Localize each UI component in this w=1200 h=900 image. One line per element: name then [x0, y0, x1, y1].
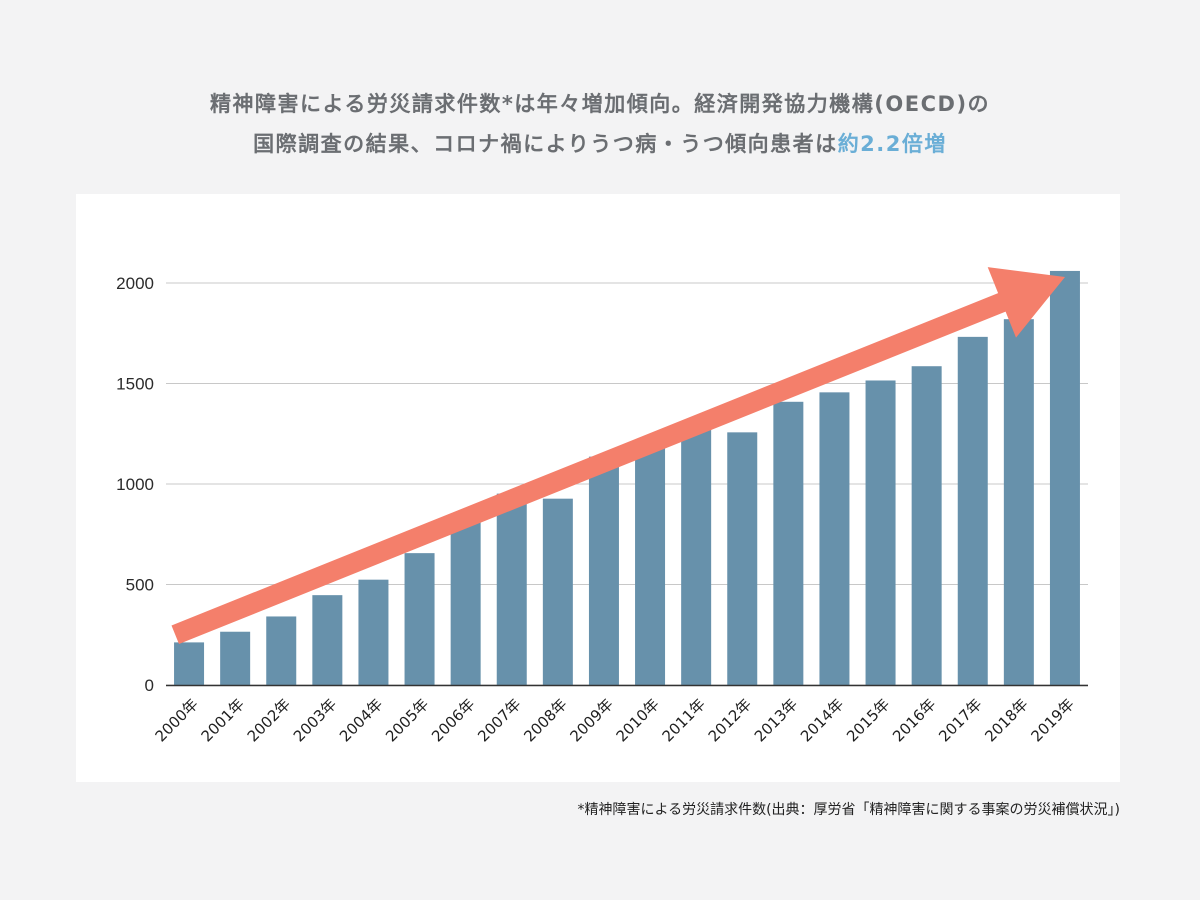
x-tick-label: 2005年 [382, 695, 432, 745]
x-tick-label: 2004年 [336, 695, 386, 745]
title-highlight: 約2.2倍増 [837, 132, 947, 156]
bar [220, 631, 251, 685]
y-tick-label: 0 [145, 676, 154, 695]
x-tick-label: 2006年 [428, 695, 478, 745]
bar [312, 595, 343, 685]
title-line-2: 国際調査の結果、コロナ禍によりうつ病・うつ傾向患者は約2.2倍増 [0, 124, 1200, 164]
bar [588, 456, 619, 685]
x-tick-label: 2003年 [290, 695, 340, 745]
x-tick-label: 2013年 [751, 695, 801, 745]
x-tick-label: 2010年 [613, 695, 663, 745]
y-tick-label: 1000 [116, 475, 154, 494]
bar [865, 380, 896, 685]
bar [957, 336, 988, 685]
x-tick-label: 2011年 [659, 695, 709, 745]
bar [450, 520, 481, 685]
chart-title: 精神障害による労災請求件数*は年々増加傾向。経済開発協力機構(OECD)の 国際… [0, 84, 1200, 164]
x-tick-label: 2019年 [1027, 695, 1077, 745]
bar [174, 642, 205, 685]
bar [266, 616, 297, 685]
chart-panel: 0 500 1000 1500 2000 2000年 2001年 2002年 2003年 2004… [76, 194, 1120, 782]
x-tick-label: 2016年 [889, 695, 939, 745]
bar [496, 493, 527, 685]
x-tick-label: 2017年 [935, 695, 985, 745]
x-tick-label: 2009年 [566, 695, 616, 745]
title-line-1: 精神障害による労災請求件数*は年々増加傾向。経済開発協力機構(OECD)の [209, 92, 991, 116]
bar [911, 366, 942, 685]
bar [358, 579, 389, 685]
bar [404, 553, 435, 685]
bar [635, 447, 666, 685]
x-tick-label: 2018年 [981, 695, 1031, 745]
x-tick-label: 2008年 [520, 695, 570, 745]
bar-chart: 0 500 1000 1500 2000 2000年2001年2002年2003年2004… [116, 267, 1088, 745]
trend-arrow [171, 267, 1065, 644]
source-note: *精神障害による労災請求件数(出典：厚労省「精神障害に関する事案の労災補償状況」… [577, 802, 1120, 818]
x-tick-label: 2000年 [152, 695, 202, 745]
bar [727, 432, 758, 685]
x-tick-label: 2007年 [474, 695, 524, 745]
bar [773, 401, 804, 685]
y-tick-label: 1500 [116, 375, 154, 394]
x-tick-label: 2012年 [705, 695, 755, 745]
bar [819, 392, 850, 685]
title-line-2-text: 国際調査の結果、コロナ禍によりうつ病・うつ傾向患者は [253, 132, 838, 156]
bar [681, 429, 712, 685]
x-tick-label: 2014年 [797, 695, 847, 745]
y-tick-label: 500 [126, 576, 154, 595]
bar [542, 498, 573, 685]
bar [1049, 270, 1080, 685]
y-tick-label: 2000 [116, 274, 154, 293]
x-tick-label: 2015年 [843, 695, 893, 745]
x-tick-label: 2001年 [198, 695, 248, 745]
x-tick-label: 2002年 [244, 695, 294, 745]
bar [1003, 319, 1034, 685]
